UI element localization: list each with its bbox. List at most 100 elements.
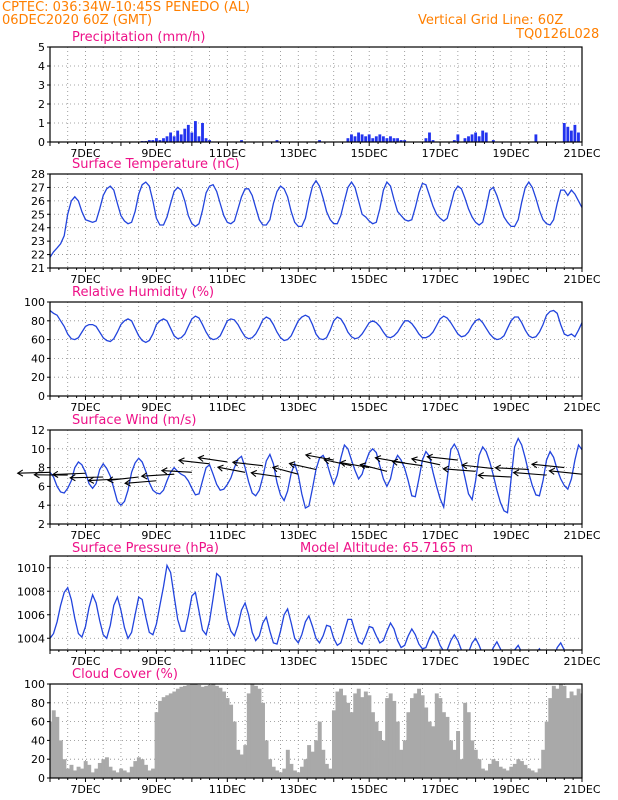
cloud-cover-bar <box>385 698 390 778</box>
wind-arrow-head <box>494 464 502 472</box>
cloud-cover-bar <box>151 768 156 778</box>
panel3-ytick-label: 0 <box>38 390 45 403</box>
panel2-frame <box>49 173 583 269</box>
panel4-title: Surface Wind (m/s) <box>72 413 196 428</box>
cloud-cover-bar <box>108 766 113 778</box>
cloud-cover-bar <box>232 721 237 778</box>
cloud-cover-bar <box>90 772 95 778</box>
panel1-ytick-label: 0 <box>38 136 45 149</box>
wind-arrow-shaft <box>70 476 104 479</box>
wind-arrow-shaft <box>161 470 192 473</box>
wind-arrow-shaft <box>141 473 175 477</box>
cloud-cover-bar <box>548 698 553 778</box>
cloud-cover-bar <box>268 759 273 778</box>
cloud-cover-bar <box>307 745 312 778</box>
cloud-cover-bar <box>466 712 471 778</box>
cloud-cover-bar <box>502 768 507 778</box>
cloud-cover-bar <box>317 721 322 778</box>
panel3-xtick-label: 15DEC <box>351 401 388 414</box>
panel6-xtick-label: 15DEC <box>351 783 388 796</box>
cloud-cover-bar <box>399 749 404 778</box>
precip-bar <box>481 130 485 142</box>
panel6-frame <box>49 683 583 779</box>
panel6-ytick-label: 40 <box>31 734 45 747</box>
cloud-cover-bar <box>289 763 294 778</box>
panel1-xtick-label: 7DEC <box>70 147 100 160</box>
wind-arrow-shaft <box>198 457 228 463</box>
cloud-cover-bar <box>282 768 287 778</box>
cloud-cover-bar <box>83 761 88 778</box>
precip-bar <box>452 140 456 142</box>
precip-bar <box>399 140 403 142</box>
cloud-cover-bar <box>452 749 457 778</box>
wind-arrow-shaft <box>272 466 299 475</box>
wind-arrow-head <box>374 455 382 463</box>
wind-arrow-head <box>477 472 484 480</box>
cloud-cover-bar <box>509 766 514 778</box>
wind-arrow-shaft <box>513 472 547 476</box>
panel6-xtick-label: 9DEC <box>141 783 171 796</box>
precip-bar <box>569 130 573 142</box>
panel1-frame <box>49 46 583 143</box>
panel3-series-line <box>50 309 582 344</box>
cloud-cover-bar <box>406 712 411 778</box>
cloud-cover-bar <box>473 749 478 778</box>
wind-arrow-shaft <box>461 464 494 470</box>
panel6-title: Cloud Cover (%) <box>72 667 178 682</box>
wind-arrow-head <box>530 461 538 469</box>
cloud-cover-bar <box>392 700 397 778</box>
wind-arrow-shaft <box>340 461 370 469</box>
cloud-cover-bar <box>580 693 582 778</box>
cloud-cover-bar <box>115 772 120 778</box>
cloud-cover-bar <box>342 695 347 778</box>
cloud-cover-bar <box>498 766 503 778</box>
panel4-ytick-label: 4 <box>38 499 45 512</box>
wind-arrow-shaft <box>411 458 441 466</box>
panel2-ytick-label: 26 <box>31 195 45 208</box>
panel1-ytick-label: 5 <box>38 41 45 54</box>
header-station: CPTEC: 036:34W-10:45S PENEDO (AL) <box>2 0 250 15</box>
cloud-cover-bar <box>459 759 464 778</box>
cloud-cover-bar <box>335 691 340 778</box>
panel5-xtick-label: 21DEC <box>563 655 600 668</box>
panel2-xtick-label: 13DEC <box>280 273 317 286</box>
wind-arrow-head <box>271 465 279 473</box>
cloud-cover-bar <box>204 685 209 778</box>
panel6-xtick-label: 11DEC <box>209 783 246 796</box>
cloud-cover-bar <box>154 712 159 778</box>
panel4-xtick-label: 9DEC <box>141 529 171 542</box>
cloud-cover-bar <box>523 764 528 778</box>
wind-arrow-head <box>51 470 59 478</box>
precip-bar <box>151 140 155 142</box>
precip-bar <box>179 134 183 142</box>
wind-arrow-shaft <box>125 480 157 484</box>
cloud-cover-bar <box>285 749 290 778</box>
panel6-ytick-label: 0 <box>38 772 45 785</box>
cloud-cover-bar <box>480 768 485 778</box>
wind-arrow-head <box>548 467 556 475</box>
panel1-xtick-label: 13DEC <box>280 147 317 160</box>
wind-arrow-head <box>140 472 148 480</box>
precip-bar <box>428 132 431 142</box>
cloud-cover-bar <box>122 770 127 778</box>
panel5-xtick-label: 11DEC <box>209 655 246 668</box>
panel6-ytick-label: 20 <box>31 753 45 766</box>
panel2-ytick-label: 21 <box>31 262 45 275</box>
panel5-ytick-label: 1010 <box>17 562 45 575</box>
wind-arrow-shaft <box>478 474 512 478</box>
panel3-title: Relative Humidity (%) <box>72 285 214 300</box>
cloud-cover-bar <box>261 702 265 778</box>
cloud-cover-bar <box>200 686 205 778</box>
cloud-cover-bar <box>253 685 258 778</box>
panel6-ytick-label: 100 <box>24 678 45 691</box>
panel2-series-line <box>50 179 582 258</box>
cloud-cover-bar <box>94 768 99 778</box>
panel4-xtick-label: 11DEC <box>209 529 246 542</box>
panel1-title: Precipitation (mm/h) <box>72 30 205 45</box>
panel4-xtick-label: 15DEC <box>351 529 388 542</box>
precip-bar <box>186 124 190 142</box>
panel2-ytick-label: 27 <box>31 181 45 194</box>
cloud-cover-bar <box>50 721 53 778</box>
panel2-ytick-label: 22 <box>31 249 45 262</box>
panel3-xtick-label: 19DEC <box>493 401 530 414</box>
